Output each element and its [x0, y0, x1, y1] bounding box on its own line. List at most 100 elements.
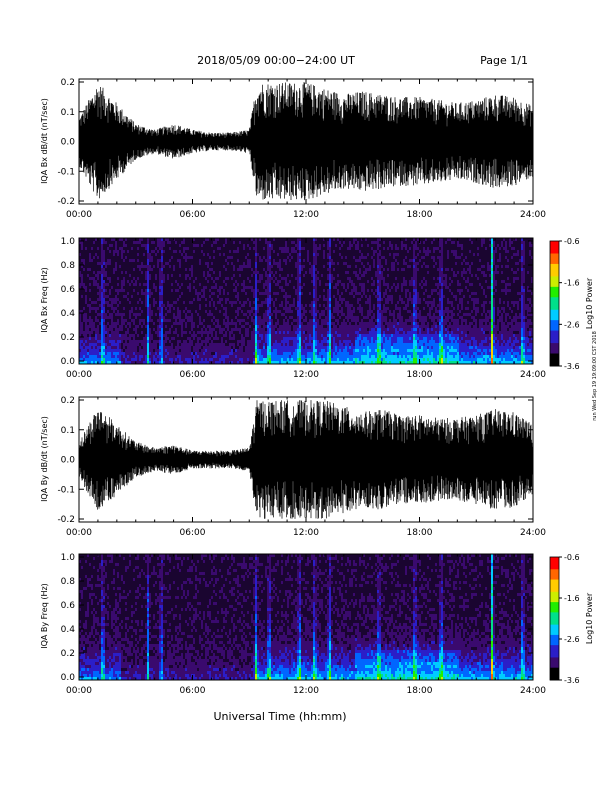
x-tick-label: 24:00	[520, 370, 546, 380]
colorbar-segment	[550, 620, 559, 624]
colorbar-segment	[550, 565, 559, 568]
colorbar-frame	[549, 240, 560, 367]
colorbar-segment	[550, 324, 559, 327]
colorbar-segment	[550, 675, 559, 679]
colorbar-segment	[550, 651, 559, 654]
date-range-title: 2018/05/09 00:00−24:00 UT	[197, 54, 355, 67]
colorbar-segment	[550, 598, 559, 601]
page-indicator: Page 1/1	[480, 54, 528, 67]
x-tick-label: 00:00	[66, 528, 92, 538]
colorbar-segment	[550, 309, 559, 313]
y-tick-label: 0.8	[61, 261, 76, 271]
colorbar-segment	[550, 253, 559, 257]
colorbar-tick-label: -1.6	[564, 594, 580, 603]
colorbar-segment	[550, 639, 559, 642]
colorbar-segment	[550, 593, 559, 597]
colorbar-segment	[550, 251, 559, 254]
x-tick-label: 18:00	[407, 370, 433, 380]
spectrogram-cells	[491, 358, 493, 364]
colorbar-segment	[550, 602, 559, 605]
spectrogram-cells	[79, 238, 533, 364]
x-tick-label: 18:00	[407, 528, 433, 538]
spectrogram-cells	[79, 238, 533, 364]
colorbar-segment	[550, 595, 559, 599]
colorbar-segment	[550, 591, 559, 595]
colorbar-segment	[550, 583, 559, 587]
colorbar-segment	[550, 305, 559, 309]
colorbar-segment	[550, 303, 559, 307]
y-tick-label: 0.4	[61, 625, 76, 635]
colorbar-segment	[550, 671, 559, 675]
colorbar-segment	[550, 291, 559, 294]
xaxis-label: Universal Time (hh:mm)	[214, 710, 347, 723]
x-tick-label: 24:00	[520, 686, 546, 696]
colorbar-bx: -0.6 -1.6 -2.6 -3.6 Log10 Power	[549, 237, 594, 371]
y-tick-label: 0.0	[61, 673, 76, 683]
colorbar-segment	[550, 320, 559, 323]
colorbar-segment	[550, 571, 559, 574]
colorbar-segment	[550, 293, 559, 296]
colorbar-segment	[550, 299, 559, 302]
ylabel-by-freq: IQA By Freq (Hz)	[40, 583, 49, 649]
panel-bx-spectrogram: 00:00 06:00 12:00 18:00 24:00 1.0 0.8 0.6 0.4 0.2…	[40, 237, 546, 380]
ylabel-bx-dbdt: IQA Bx dB/dt (nT/sec)	[40, 98, 49, 184]
colorbar-segment	[550, 301, 559, 304]
x-tick-label: 18:00	[407, 210, 433, 220]
colorbar-segment	[550, 263, 559, 267]
spectrogram-cells	[491, 662, 493, 674]
colorbar-segment	[550, 630, 559, 634]
colorbar-segment	[550, 575, 559, 578]
colorbar-segment	[550, 322, 559, 325]
colorbar-segment	[550, 659, 559, 663]
colorbar-label: Log10 Power	[585, 592, 594, 644]
colorbar-segment	[550, 628, 559, 632]
colorbar-segment	[550, 600, 559, 603]
y-tick-label: 0.1	[61, 108, 75, 118]
colorbar-segment	[550, 276, 559, 279]
colorbar-segment	[550, 612, 559, 615]
y-tick-label: 0.4	[61, 309, 76, 319]
colorbar-segment	[550, 632, 559, 636]
panel-by-dbdt: 00:00 06:00 12:00 18:00 24:00 0.2 0.1 0.0 -0.1 -0…	[40, 396, 546, 538]
colorbar-segment	[550, 330, 559, 334]
colorbar-segment	[550, 569, 559, 572]
colorbar-segment	[550, 559, 559, 562]
colorbar-segment	[550, 243, 559, 246]
colorbar-segment	[550, 316, 559, 319]
colorbar-segment	[550, 657, 559, 660]
spectrogram-cells	[101, 584, 525, 680]
x-tick-label: 24:00	[520, 528, 546, 538]
y-tick-label: 0.6	[61, 601, 76, 611]
y-tick-label: 0.2	[61, 333, 75, 343]
colorbar-segment	[550, 581, 559, 585]
x-tick-label: 12:00	[293, 370, 319, 380]
x-tick-label: 00:00	[66, 686, 92, 696]
y-tick-label: 0.0	[61, 357, 76, 367]
colorbar-segment	[550, 573, 559, 576]
colorbar-segment	[550, 345, 559, 348]
colorbar-segment	[550, 589, 559, 593]
colorbar-segment	[550, 349, 559, 352]
colorbar-segment	[550, 351, 559, 354]
colorbar-segment	[550, 313, 559, 317]
x-tick-label: 06:00	[180, 370, 206, 380]
colorbar-segment	[550, 606, 559, 609]
colorbar-tick-label: -3.6	[564, 676, 580, 685]
panel-bx-dbdt: 00:00 06:00 12:00 18:00 24:00 0.2 0.1 0.0 -0.1 -0…	[40, 78, 546, 220]
x-tick-label: 00:00	[66, 210, 92, 220]
colorbar-segment	[550, 328, 559, 332]
colorbar-segment	[550, 610, 559, 613]
x-tick-label: 24:00	[520, 210, 546, 220]
colorbar-segment	[550, 669, 559, 673]
x-tick-label: 12:00	[293, 686, 319, 696]
ylabel-bx-freq: IQA Bx Freq (Hz)	[40, 267, 49, 333]
colorbar-segment	[550, 347, 559, 350]
colorbar-frame	[549, 556, 560, 681]
colorbar-segment	[550, 295, 559, 298]
colorbar-segment	[550, 282, 559, 286]
colorbar-segment	[550, 626, 559, 630]
colorbar-segment	[550, 353, 559, 357]
colorbar-segment	[550, 624, 559, 628]
colorbar-segment	[550, 334, 559, 338]
x-tick-label: 12:00	[293, 210, 319, 220]
